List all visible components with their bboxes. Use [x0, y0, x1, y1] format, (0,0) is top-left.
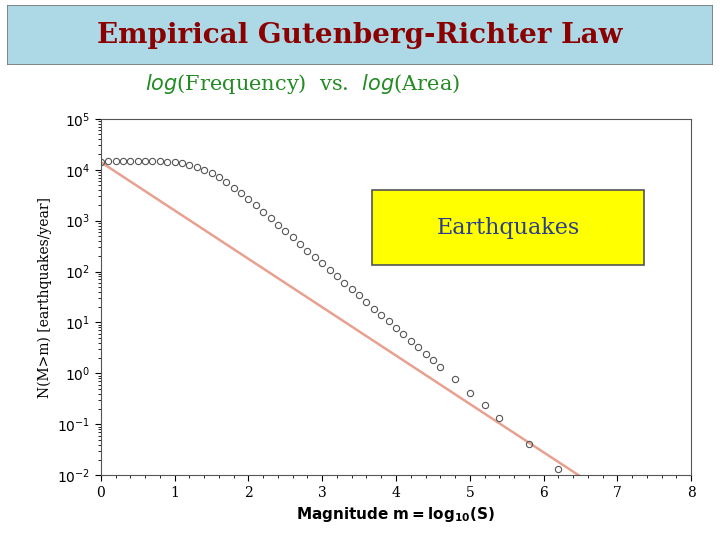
- X-axis label: $\mathbf{Magnitude\ m = log_{10}(S)}$: $\mathbf{Magnitude\ m = log_{10}(S)}$: [297, 505, 495, 524]
- Y-axis label: N(M>m) [earthquakes/year]: N(M>m) [earthquakes/year]: [37, 197, 52, 397]
- Text: Earthquakes: Earthquakes: [436, 217, 580, 239]
- Text: Empirical Gutenberg-Richter Law: Empirical Gutenberg-Richter Law: [97, 22, 623, 49]
- FancyBboxPatch shape: [372, 190, 644, 265]
- FancyBboxPatch shape: [7, 5, 713, 65]
- Text: $\mathit{log}$(Frequency)  vs.  $\mathit{log}$(Area): $\mathit{log}$(Frequency) vs. $\mathit{l…: [145, 72, 460, 96]
